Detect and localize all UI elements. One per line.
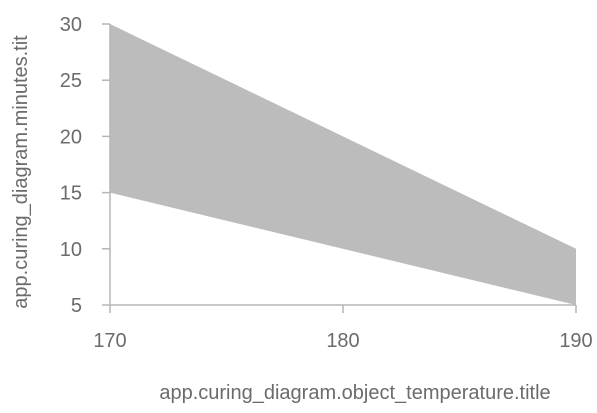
y-tick-label: 5	[71, 295, 82, 317]
y-tick-label: 10	[60, 239, 82, 261]
x-tick-label: 170	[93, 330, 126, 352]
y-tick-label: 30	[60, 14, 82, 36]
x-tick-label: 190	[559, 330, 592, 352]
range-band	[110, 24, 576, 305]
tick-layer: 170 180 190 5 10 15 20 25 30	[60, 14, 593, 352]
y-tick-label: 20	[60, 126, 82, 148]
y-tick-label: 25	[60, 70, 82, 92]
x-tick-label: 180	[326, 330, 359, 352]
y-tick-label: 15	[60, 183, 82, 205]
band-layer	[110, 24, 576, 305]
y-axis-title: app.curing_diagram.minutes.tit	[10, 35, 32, 309]
x-axis-title: app.curing_diagram.object_temperature.ti…	[159, 382, 550, 404]
